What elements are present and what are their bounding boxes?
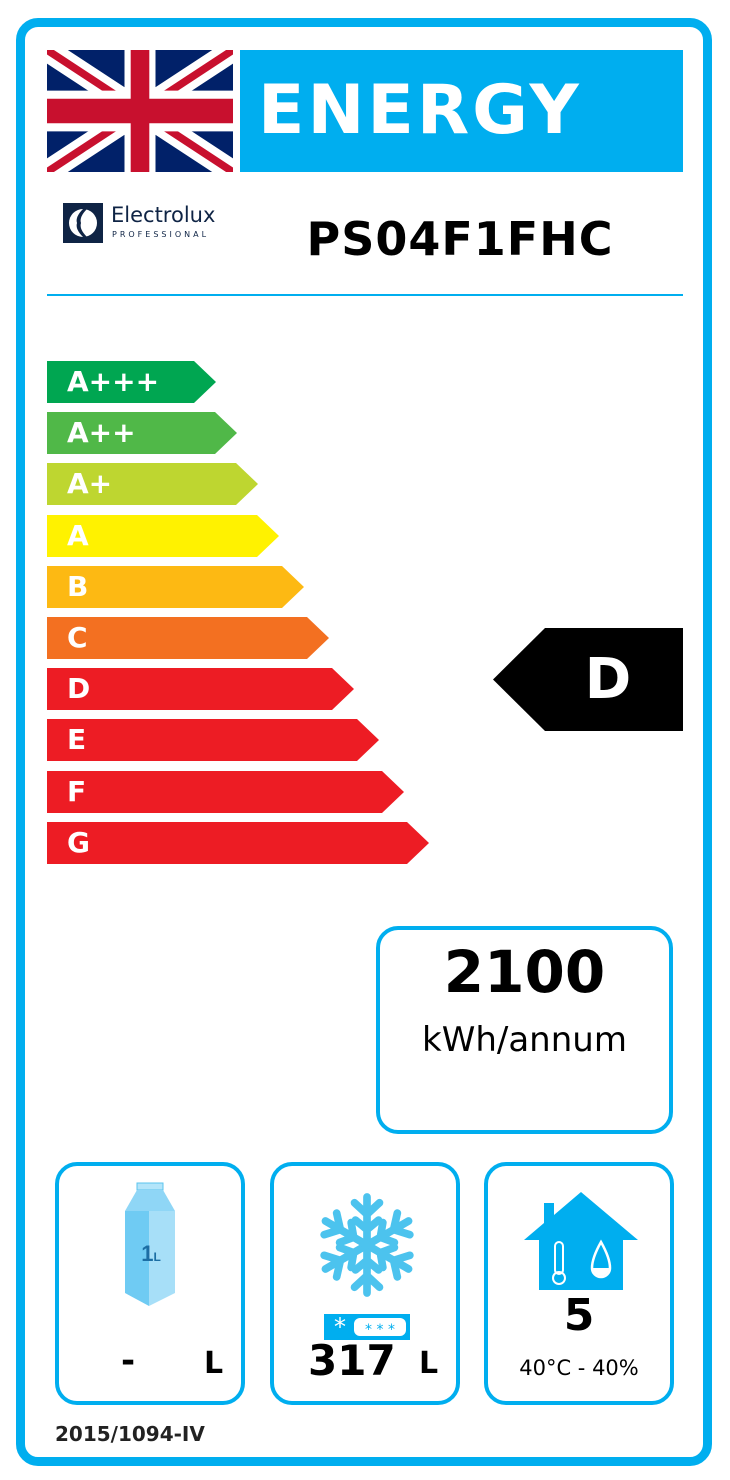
consumption-box: 2100 kWh/annum	[376, 926, 673, 1134]
label-frame	[16, 18, 712, 1466]
frozen-volume-box: * * * * 317 L	[270, 1162, 460, 1405]
efficiency-class-arrow	[47, 412, 237, 455]
efficiency-class-arrow	[47, 719, 379, 762]
milk-carton-icon: 1L	[125, 1182, 175, 1306]
brand-subtitle: PROFESSIONAL	[112, 230, 210, 239]
efficiency-class-bar: F	[47, 770, 404, 813]
electrolux-logo-icon	[63, 203, 103, 243]
rating-arrow: D	[493, 628, 683, 731]
chilled-volume-unit: L	[204, 1346, 224, 1381]
rating-class: D	[584, 647, 632, 712]
efficiency-class-bar: D	[47, 668, 354, 711]
efficiency-class-label: A	[67, 518, 89, 552]
efficiency-class-arrow	[47, 668, 354, 711]
efficiency-class-arrow	[47, 463, 258, 506]
efficiency-class-bar: G	[47, 821, 429, 864]
efficiency-class-bar: A	[47, 514, 279, 557]
efficiency-class-bar: A++	[47, 412, 237, 455]
freezer-star-rating-icon: * * * *	[324, 1314, 410, 1340]
house-thermometer-drop-icon	[524, 1192, 638, 1290]
efficiency-class-label: F	[67, 774, 87, 808]
consumption-value: 2100	[443, 938, 606, 1006]
efficiency-class-label: E	[67, 723, 87, 757]
efficiency-class-bar: B	[47, 565, 304, 608]
efficiency-class-label: A++	[67, 416, 136, 450]
efficiency-class-arrow	[47, 514, 279, 557]
chilled-volume-value: -	[121, 1341, 136, 1381]
climate-class-box: 5 40°C - 40%	[484, 1162, 674, 1405]
consumption-unit: kWh/annum	[422, 1020, 627, 1060]
climate-condition: 40°C - 40%	[519, 1356, 639, 1380]
efficiency-class-arrow	[47, 821, 429, 864]
climate-class-value: 5	[563, 1290, 595, 1341]
divider	[47, 294, 683, 296]
efficiency-class-bar: C	[47, 617, 329, 659]
efficiency-class-bar: A+++	[47, 361, 216, 403]
efficiency-class-label: A+	[67, 467, 113, 501]
efficiency-class-arrow	[47, 770, 404, 813]
regulation-reference: 2015/1094-IV	[55, 1422, 205, 1446]
brand-name: Electrolux	[111, 203, 216, 227]
energy-title: ENERGY	[240, 50, 683, 172]
efficiency-class-arrow	[47, 565, 304, 608]
efficiency-class-arrow	[47, 361, 216, 403]
frozen-volume-unit: L	[419, 1346, 439, 1381]
efficiency-class-bar: A+	[47, 463, 258, 506]
efficiency-class-label: G	[67, 825, 90, 859]
model-number: PS04F1FHC	[306, 212, 614, 266]
efficiency-class-arrow	[47, 617, 329, 659]
union-jack-flag-icon	[47, 50, 233, 172]
frozen-volume-value: 317	[308, 1336, 396, 1385]
efficiency-class-label: D	[67, 672, 91, 706]
svg-text:* * *: * * *	[365, 1322, 395, 1338]
brand-logo: Electrolux PROFESSIONAL	[63, 203, 243, 245]
snowflake-icon	[319, 1193, 415, 1299]
efficiency-class-label: C	[67, 621, 88, 654]
chilled-volume-box: 1L - L	[55, 1162, 245, 1405]
efficiency-class-label: A+++	[67, 365, 160, 398]
svg-text:*: *	[334, 1314, 346, 1340]
rating-arrow-shape	[493, 628, 683, 731]
efficiency-class-bar: E	[47, 719, 379, 762]
efficiency-class-label: B	[67, 569, 89, 603]
